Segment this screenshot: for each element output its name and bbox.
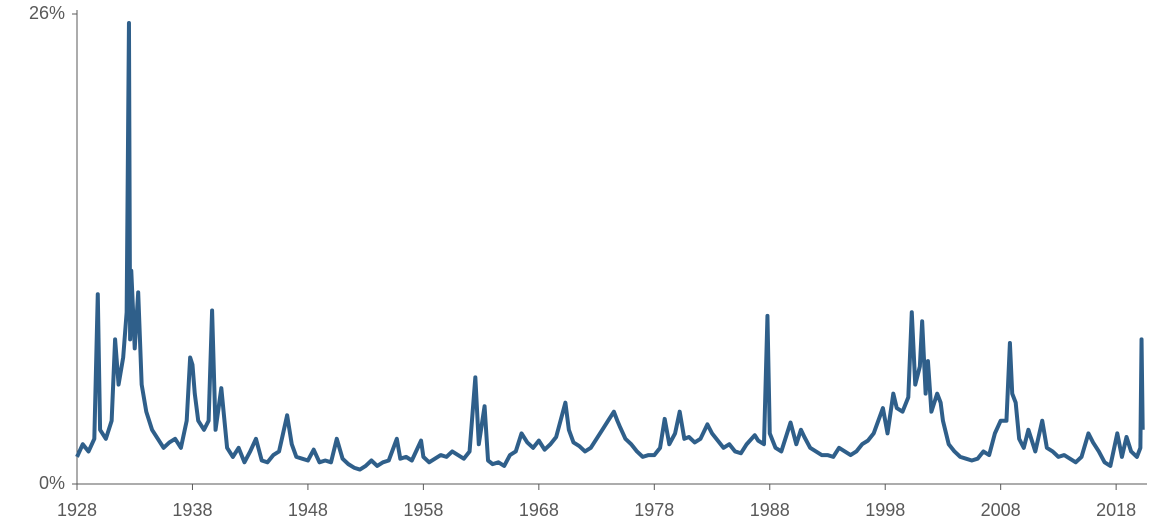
series-line: [75, 21, 1145, 472]
y-tick-label: 26%: [29, 3, 65, 23]
x-tick-label: 1968: [519, 500, 559, 520]
x-tick-label: 2008: [981, 500, 1021, 520]
x-tick-label: 1958: [403, 500, 443, 520]
x-tick-label: 1928: [57, 500, 97, 520]
x-tick-label: 1998: [865, 500, 905, 520]
x-tick-label: 1978: [634, 500, 674, 520]
x-tick-label: 1988: [750, 500, 790, 520]
x-tick-label: 1948: [288, 500, 328, 520]
x-tick-label: 1938: [172, 500, 212, 520]
x-tick-label: 2018: [1096, 500, 1136, 520]
y-tick-label: 0%: [39, 473, 65, 493]
